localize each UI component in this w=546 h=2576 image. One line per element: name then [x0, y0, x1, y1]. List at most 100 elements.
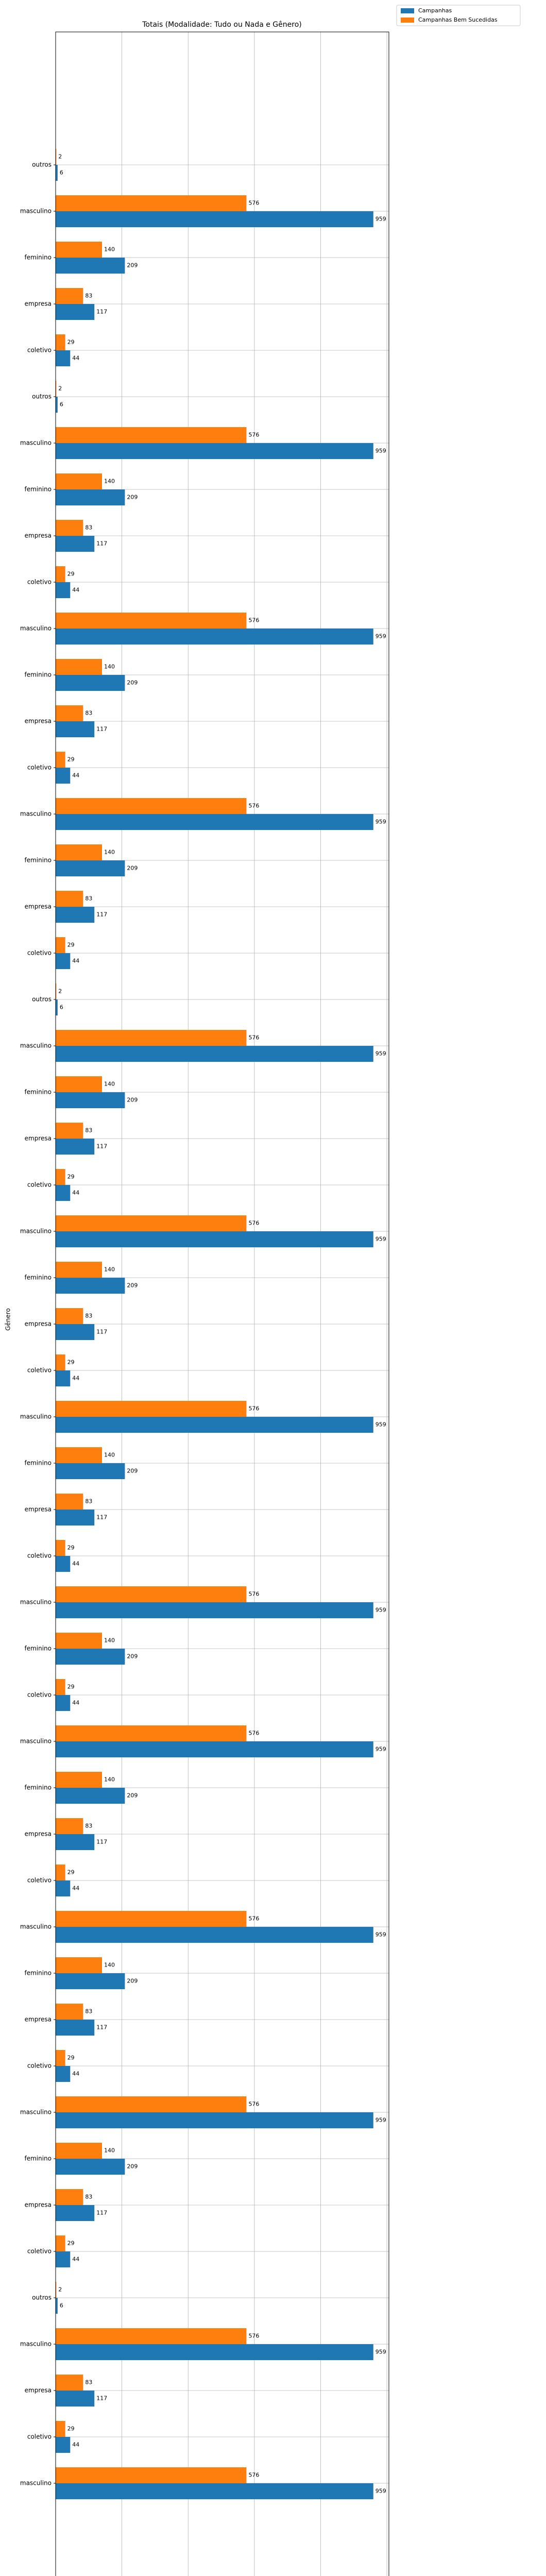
value-label: 44 — [72, 772, 79, 779]
value-label: 959 — [376, 2349, 386, 2355]
value-label: 117 — [96, 726, 107, 733]
value-label: 29 — [67, 1684, 75, 1690]
bar — [56, 659, 103, 675]
value-label: 44 — [72, 2256, 79, 2263]
value-label: 83 — [85, 1823, 92, 1829]
bar — [56, 1818, 83, 1834]
value-label: 117 — [96, 1329, 107, 1335]
bar — [56, 1370, 71, 1386]
value-label: 209 — [127, 494, 138, 501]
value-label: 6 — [60, 401, 63, 408]
value-label: 29 — [67, 571, 75, 578]
bar — [56, 675, 125, 691]
value-label: 959 — [376, 1421, 386, 1428]
y-tick-label: feminino — [24, 857, 52, 864]
bar — [56, 536, 95, 552]
bar — [56, 1510, 95, 1526]
y-tick-label: feminino — [24, 1089, 52, 1096]
legend-swatch — [401, 18, 414, 23]
bar — [56, 2143, 103, 2159]
value-label: 140 — [104, 1637, 115, 1644]
y-tick-label: feminino — [24, 2155, 52, 2162]
y-tick-label: masculino — [20, 810, 52, 818]
bar — [56, 2467, 247, 2483]
bar — [56, 2375, 83, 2391]
bar — [56, 1649, 125, 1665]
value-label: 959 — [376, 819, 386, 825]
bar — [56, 2437, 71, 2453]
bar — [56, 2344, 373, 2360]
bar — [56, 798, 247, 814]
y-tick-label: outros — [32, 996, 52, 1003]
bar — [56, 860, 125, 876]
value-label: 959 — [376, 1931, 386, 1938]
value-label: 140 — [104, 664, 115, 670]
bar — [56, 814, 373, 830]
value-label: 29 — [67, 942, 75, 948]
bar — [56, 2050, 65, 2066]
bar — [56, 2298, 58, 2314]
y-tick-label: masculino — [20, 1738, 52, 1745]
bar — [56, 1185, 71, 1201]
value-label: 29 — [67, 2426, 75, 2432]
bar — [56, 999, 58, 1015]
bar — [56, 520, 83, 536]
value-label: 209 — [127, 1978, 138, 1985]
value-label: 576 — [248, 432, 259, 438]
y-tick-label: feminino — [24, 1784, 52, 1791]
bar — [56, 1911, 247, 1927]
bar — [56, 1447, 103, 1463]
value-label: 576 — [248, 1591, 259, 1598]
bar — [56, 489, 125, 505]
value-label: 2 — [58, 2286, 62, 2293]
value-label: 959 — [376, 2117, 386, 2124]
value-label: 44 — [72, 1375, 79, 1382]
legend-label: Campanhas — [418, 7, 452, 14]
y-tick-label: masculino — [20, 439, 52, 447]
bar — [56, 2483, 373, 2499]
value-label: 117 — [96, 2210, 107, 2216]
value-label: 29 — [67, 2055, 75, 2061]
bar — [56, 2020, 95, 2036]
bar — [56, 1139, 95, 1155]
value-label: 576 — [248, 1730, 259, 1737]
legend-box — [396, 5, 521, 26]
value-label: 576 — [248, 2472, 259, 2479]
y-tick-label: empresa — [25, 300, 52, 308]
value-label: 117 — [96, 1514, 107, 1521]
y-tick-label: masculino — [20, 1228, 52, 1235]
y-tick-label: empresa — [25, 2016, 52, 2023]
y-tick-label: feminino — [24, 671, 52, 679]
value-label: 209 — [127, 865, 138, 872]
value-label: 576 — [248, 1220, 259, 1227]
bar — [56, 1262, 103, 1278]
bar — [56, 1231, 373, 1247]
legend-swatch — [401, 8, 414, 13]
bar — [56, 473, 103, 489]
y-tick-label: masculino — [20, 208, 52, 215]
bar — [56, 844, 103, 860]
value-label: 117 — [96, 2024, 107, 2031]
value-label: 209 — [127, 680, 138, 686]
value-label: 117 — [96, 2395, 107, 2402]
bar — [56, 1324, 95, 1340]
value-label: 29 — [67, 1869, 75, 1876]
bar — [56, 1679, 65, 1695]
bar — [56, 937, 65, 953]
value-label: 140 — [104, 1962, 115, 1969]
bar — [56, 288, 83, 304]
bar — [56, 1046, 373, 1062]
bar — [56, 2189, 83, 2205]
value-label: 44 — [72, 2442, 79, 2448]
bar — [56, 2421, 65, 2437]
value-label: 140 — [104, 478, 115, 485]
bar — [56, 2159, 125, 2175]
y-tick-label: feminino — [24, 254, 52, 261]
y-tick-label: coletivo — [27, 950, 52, 957]
value-label: 83 — [85, 710, 92, 717]
value-label: 83 — [85, 1313, 92, 1319]
value-label: 83 — [85, 2008, 92, 2015]
bar — [56, 1957, 103, 1973]
bar — [56, 891, 83, 907]
value-label: 209 — [127, 262, 138, 269]
